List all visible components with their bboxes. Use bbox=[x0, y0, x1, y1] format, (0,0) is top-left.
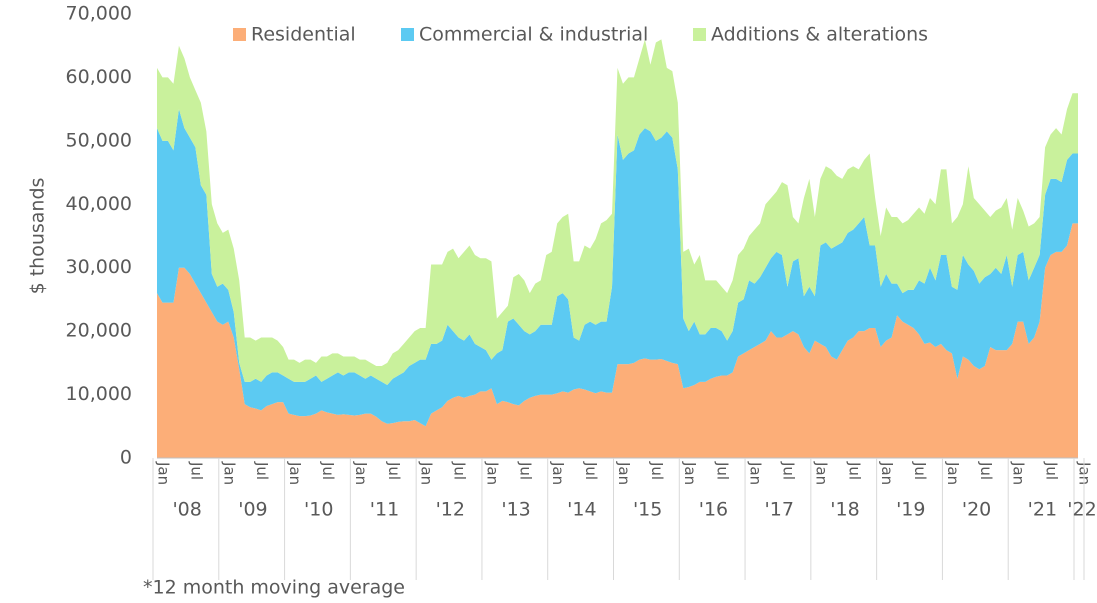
group-label: '17 bbox=[765, 499, 794, 521]
area bbox=[157, 223, 1078, 458]
x-tick-label: Jul bbox=[187, 461, 205, 480]
x-tick-label: Jul bbox=[714, 461, 732, 480]
x-tick-label: Jan bbox=[418, 461, 436, 485]
x-tick-label: Jul bbox=[911, 461, 929, 480]
group-label: '15 bbox=[633, 499, 662, 521]
x-tick-label: Jan bbox=[1010, 461, 1028, 485]
x-tick-label: Jul bbox=[648, 461, 666, 480]
x-tick-label: Jan bbox=[681, 461, 699, 485]
y-tick-label: 60,000 bbox=[66, 66, 132, 88]
footnote: *12 month moving average bbox=[143, 577, 405, 599]
group-label: '13 bbox=[501, 499, 530, 521]
legend-label: Residential bbox=[251, 24, 356, 46]
y-tick-label: 70,000 bbox=[66, 3, 132, 25]
x-tick-label: Jul bbox=[516, 461, 534, 480]
x-tick-label: Jul bbox=[451, 461, 469, 480]
y-tick-label: 0 bbox=[120, 447, 132, 469]
y-axis-label: $ thousands bbox=[27, 178, 49, 295]
legend-swatch bbox=[233, 28, 246, 41]
legend-label: Additions & alterations bbox=[711, 24, 928, 46]
x-tick-label: Jul bbox=[385, 461, 403, 480]
x-tick-label: Jan bbox=[747, 461, 765, 485]
x-tick-label: Jan bbox=[878, 461, 896, 485]
x-tick-label: Jul bbox=[977, 461, 995, 480]
x-tick-label: Jan bbox=[220, 461, 238, 485]
group-label: '14 bbox=[567, 499, 596, 521]
x-tick-label: Jul bbox=[253, 461, 271, 480]
group-label: '11 bbox=[370, 499, 399, 521]
group-label: '16 bbox=[699, 499, 728, 521]
group-label: '19 bbox=[896, 499, 925, 521]
group-label: '21 bbox=[1028, 499, 1057, 521]
group-label: '22 bbox=[1067, 499, 1096, 521]
legend-swatch bbox=[693, 28, 706, 41]
x-tick-label: Jan bbox=[155, 461, 173, 485]
area bbox=[157, 39, 1078, 386]
x-tick-label: Jul bbox=[1043, 461, 1061, 480]
x-tick-label: Jan bbox=[812, 461, 830, 485]
y-tick-label: 10,000 bbox=[66, 383, 132, 405]
x-tick-label: Jan bbox=[352, 461, 370, 485]
y-tick-label: 30,000 bbox=[66, 256, 132, 278]
group-label: '09 bbox=[238, 499, 267, 521]
group-label: '08 bbox=[172, 499, 201, 521]
area bbox=[157, 109, 1078, 427]
x-tick-label: Jan bbox=[615, 461, 633, 485]
y-tick-label: 20,000 bbox=[66, 320, 132, 342]
y-tick-label: 40,000 bbox=[66, 193, 132, 215]
x-tick-label: Jul bbox=[845, 461, 863, 480]
y-tick-label: 50,000 bbox=[66, 129, 132, 151]
x-tick-label: Jul bbox=[779, 461, 797, 480]
x-tick-label: Jan bbox=[286, 461, 304, 485]
group-label: '20 bbox=[962, 499, 991, 521]
legend-label: Commercial & industrial bbox=[419, 24, 648, 46]
x-tick-label: Jul bbox=[319, 461, 337, 480]
x-tick-label: Jul bbox=[582, 461, 600, 480]
legend-swatch bbox=[401, 28, 414, 41]
x-tick-label: Jan bbox=[944, 461, 962, 485]
x-tick-label: Jan bbox=[483, 461, 501, 485]
group-label: '10 bbox=[304, 499, 333, 521]
x-tick-label: Jan bbox=[549, 461, 567, 485]
group-label: '18 bbox=[830, 499, 859, 521]
group-label: '12 bbox=[436, 499, 465, 521]
